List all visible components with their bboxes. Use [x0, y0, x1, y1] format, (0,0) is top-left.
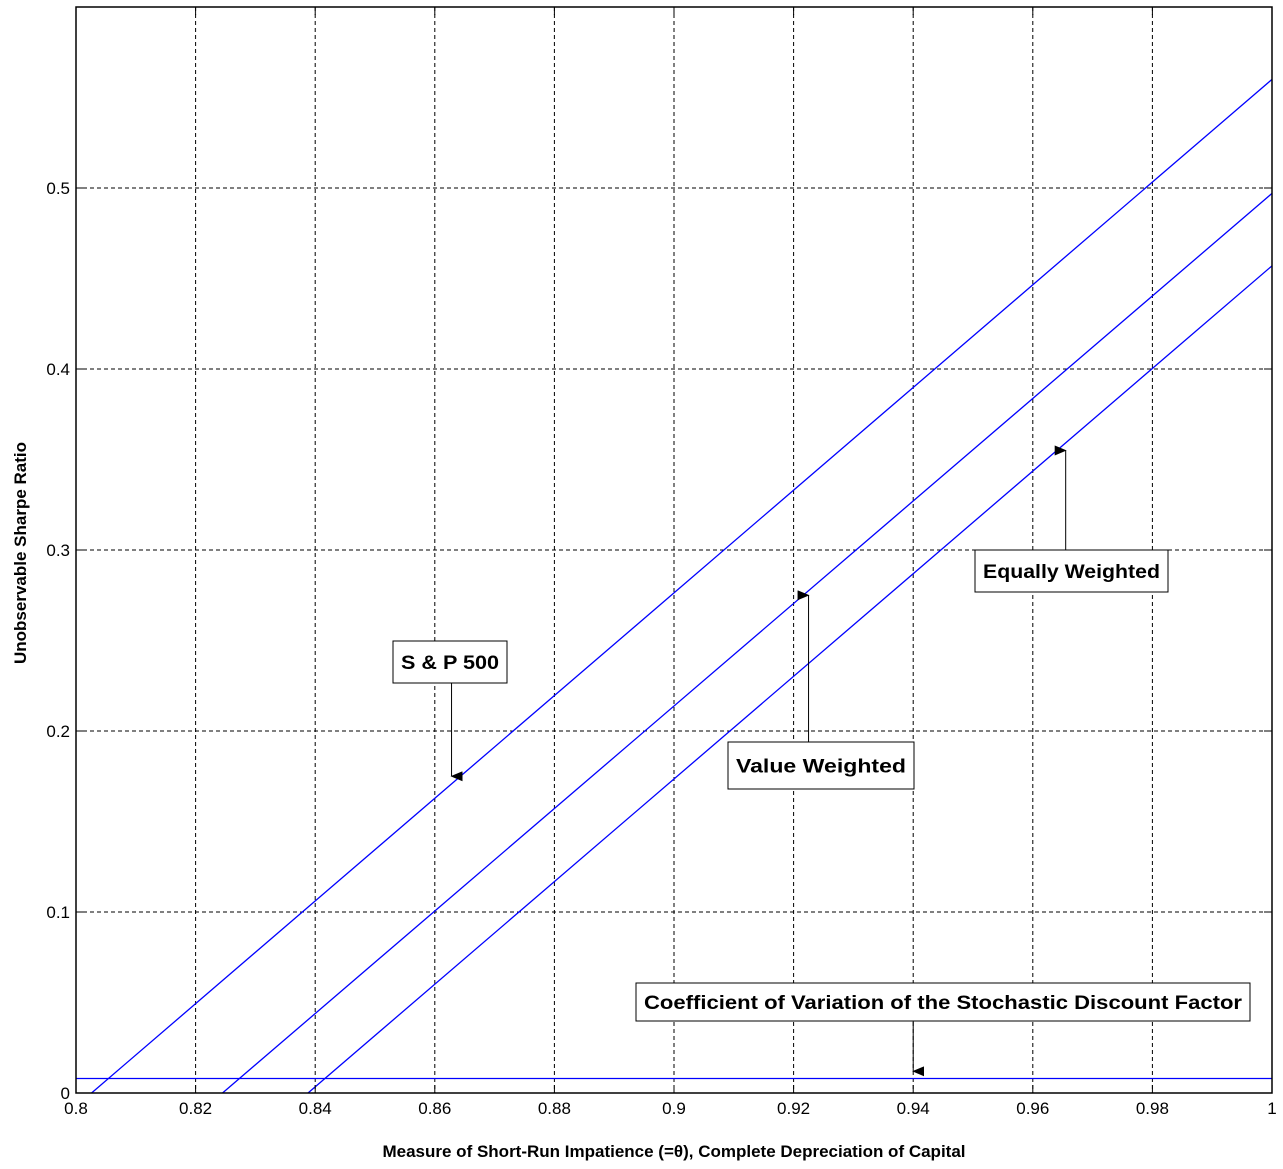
y-tick-label: 0.3	[46, 541, 70, 560]
annotation-box	[727, 741, 915, 790]
y-tick-label: 0.1	[46, 903, 70, 922]
x-tick-label: 0.96	[1016, 1099, 1049, 1118]
y-tick-label: 0	[61, 1084, 70, 1103]
y-tick-label: 0.2	[46, 722, 70, 741]
x-tick-label: 0.86	[418, 1099, 451, 1118]
annotation: S & P 500	[392, 640, 508, 782]
series-line-equally-weighted	[307, 265, 1273, 1094]
x-tick-label: 0.8	[64, 1099, 88, 1118]
y-tick-label: 0.5	[46, 179, 70, 198]
grid-lines	[76, 7, 1272, 1093]
data-series	[76, 78, 1273, 1094]
annotation-box	[974, 549, 1169, 593]
x-tick-label: 0.94	[897, 1099, 930, 1118]
annotation: Equally Weighted	[974, 445, 1169, 593]
annotation-label: Value Weighted	[736, 757, 906, 778]
annotation-box	[635, 982, 1251, 1022]
annotation-box	[392, 640, 508, 684]
y-axis-label: Unobservable Sharpe Ratio	[11, 442, 30, 664]
series-line-value-weighted	[222, 192, 1273, 1094]
x-tick-label: 0.82	[179, 1099, 212, 1118]
annotation-label: Equally Weighted	[983, 562, 1160, 583]
x-tick-label: 0.92	[777, 1099, 810, 1118]
x-tick-label: 0.84	[299, 1099, 332, 1118]
annotation-label: S & P 500	[401, 653, 499, 674]
series-line-s-p-500	[91, 78, 1273, 1094]
x-tick-label: 0.88	[538, 1099, 571, 1118]
annotation: Coefficient of Variation of the Stochast…	[635, 982, 1251, 1077]
annotation: Value Weighted	[727, 590, 915, 790]
x-tick-label: 0.98	[1136, 1099, 1169, 1118]
annotations: S & P 500 Value Weighted Equally Weighted C…	[392, 445, 1251, 1077]
axis-ticks: 0.8 0.82 0.84 0.86 0.88 0.9 0.92 0.94 0.96 0.98 1 0…	[46, 7, 1277, 1118]
y-tick-label: 0.4	[46, 360, 70, 379]
x-tick-label: 1	[1267, 1099, 1276, 1118]
x-axis-label: Measure of Short-Run Impatience (=θ), Co…	[382, 1142, 965, 1161]
x-tick-label: 0.9	[662, 1099, 686, 1118]
annotation-label: Coefficient of Variation of the Stochast…	[644, 993, 1243, 1014]
